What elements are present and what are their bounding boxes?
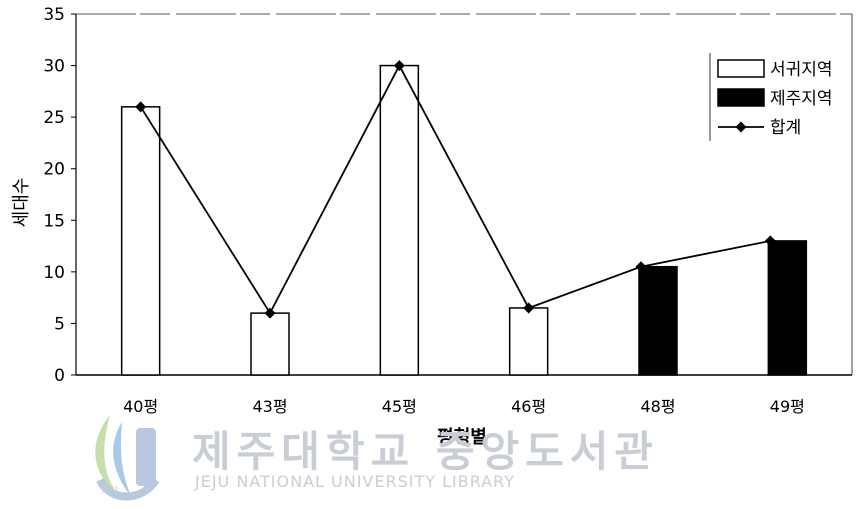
y-axis-label: 세대수 (11, 178, 32, 228)
legend-label: 합계 (770, 118, 801, 138)
library-logo-text: JEJU (101, 485, 118, 494)
y-tick-label: 30 (43, 57, 65, 77)
watermark-subtitle: JEJU NATIONAL UNIVERSITY LIBRARY (195, 472, 515, 491)
legend-label: 서귀지역 (770, 60, 833, 80)
bar-jeju (767, 240, 808, 376)
total-point (764, 235, 776, 247)
total-point (135, 101, 147, 113)
bar-jeju (638, 265, 678, 376)
library-watermark: JEJU 제주대학교 중앙도서관 JEJU NATIONAL UNIVERSIT… (80, 410, 653, 505)
bar-seogwi (120, 106, 161, 376)
legend-swatch (717, 88, 765, 107)
y-tick-label: 5 (54, 314, 65, 334)
total-point (523, 302, 535, 314)
x-axis-label: 평형별 (437, 427, 487, 448)
x-tick-label: 48평 (640, 397, 675, 416)
watermark-title: 제주대학교 중앙도서관 (192, 427, 660, 476)
total-point (635, 261, 647, 273)
x-tick-label: 49평 (770, 397, 805, 416)
y-tick-label: 10 (43, 263, 65, 283)
legend-swatch (717, 59, 765, 78)
y-tick-label: 15 (43, 211, 65, 231)
bar-seogwi (379, 64, 420, 376)
x-tick-label: 43평 (252, 397, 287, 416)
total-point (393, 60, 405, 72)
y-tick-label: 35 (43, 5, 65, 25)
y-tick-label: 0 (54, 366, 65, 386)
total-point (264, 307, 276, 319)
y-tick-label: 25 (43, 108, 65, 128)
legend-marker (735, 121, 747, 133)
x-tick-label: 40평 (123, 397, 158, 416)
x-tick-label: 46평 (511, 397, 546, 416)
bar-seogwi (250, 312, 290, 376)
x-tick-label: 45평 (382, 397, 417, 416)
total-line (139, 63, 771, 315)
y-tick-label: 20 (43, 160, 65, 180)
legend-label: 제주지역 (770, 89, 833, 109)
library-logo-icon: JEJU (95, 415, 160, 501)
bar-seogwi (508, 307, 549, 376)
